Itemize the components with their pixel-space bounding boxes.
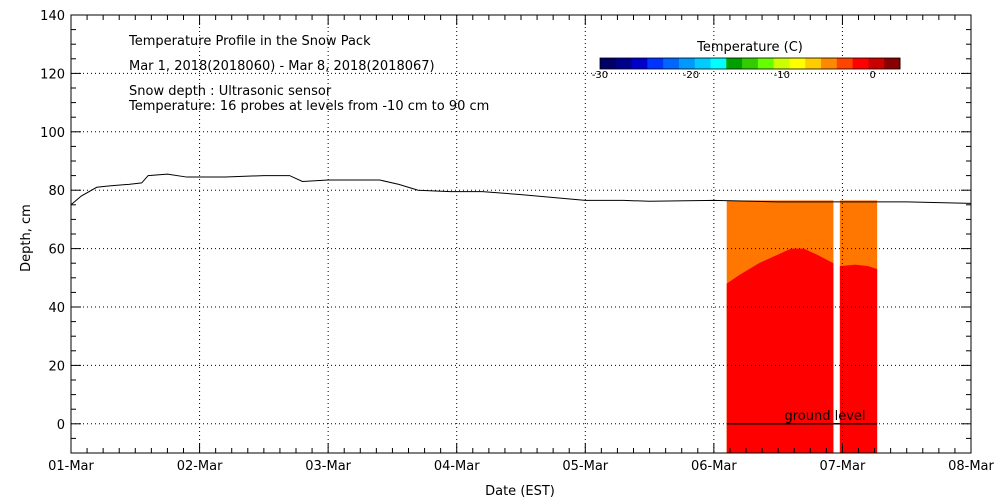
y-tick-label: 60 <box>48 243 65 258</box>
x-tick-label: 05-Mar <box>562 459 608 474</box>
colorbar-segment <box>773 58 790 69</box>
colorbar-segment <box>789 58 806 69</box>
x-tick-label: 04-Mar <box>434 459 480 474</box>
colorbar-segment <box>694 58 712 69</box>
x-tick-label: 01-Mar <box>48 459 94 474</box>
colorbar-segment <box>647 58 664 69</box>
plot-frame <box>70 14 972 454</box>
colorbar-segment <box>868 58 885 69</box>
chart-subtitle: Mar 1, 2018(2018060) - Mar 8, 2018(20180… <box>129 59 435 74</box>
chart-note-2: Temperature: 16 probes at levels from -1… <box>128 99 489 114</box>
y-tick-label: 40 <box>48 301 65 316</box>
colorbar-segment <box>884 58 901 69</box>
snow-depth-line <box>70 173 972 206</box>
y-tick-label: 140 <box>40 9 65 24</box>
colorbar-segment <box>726 58 743 69</box>
chart-note-1: Snow depth : Ultrasonic sensor <box>129 84 332 99</box>
colorbar-segment <box>631 58 648 69</box>
y-tick-label: 120 <box>40 67 65 82</box>
colorbar-segment <box>805 58 822 69</box>
y-tick-label: 80 <box>48 184 65 199</box>
colorbar-tick-label: 0 <box>870 70 876 81</box>
colorbar-title: Temperature (C) <box>696 40 803 55</box>
x-tick-label: 02-Mar <box>177 459 223 474</box>
colorbar-segment <box>742 58 759 69</box>
y-tick-label: 0 <box>57 418 65 433</box>
colorbar: -30 -20 -10 0 <box>592 57 901 81</box>
x-axis-label: Date (EST) <box>485 484 555 499</box>
colorbar-segment <box>663 58 680 69</box>
plot-layer: 0 20 40 60 80 100 120 140 01-Mar 02-Mar 03-Mar 04-M… <box>40 9 994 474</box>
colorbar-tick-label: -20 <box>683 70 699 81</box>
colorbar-segment <box>615 58 633 69</box>
colorbar-segment <box>678 58 696 69</box>
x-tick-label: 07-Mar <box>820 459 866 474</box>
y-axis-label: Depth, cm <box>19 204 34 272</box>
x-tick-label: 03-Mar <box>305 459 351 474</box>
temperature-block-lower-1 <box>839 264 878 453</box>
colorbar-segment <box>836 58 854 69</box>
colorbar-segment <box>757 58 775 69</box>
colorbar-segment <box>821 58 838 69</box>
temperature-block-lower-0 <box>726 248 834 453</box>
colorbar-segment <box>600 58 617 69</box>
colorbar-tick-label: -30 <box>592 70 608 81</box>
colorbar-frame <box>599 57 901 70</box>
x-tick-label: 08-Mar <box>948 459 994 474</box>
ground-level-annotation: ground level <box>784 409 865 424</box>
chart-title: Temperature Profile in the Snow Pack <box>128 34 371 49</box>
x-tick-label: 06-Mar <box>691 459 737 474</box>
colorbar-segment <box>852 58 869 69</box>
colorbar-tick-label: -10 <box>774 70 790 81</box>
y-tick-label: 20 <box>48 359 65 374</box>
y-tick-label: 100 <box>40 126 65 141</box>
colorbar-segment <box>710 58 727 69</box>
